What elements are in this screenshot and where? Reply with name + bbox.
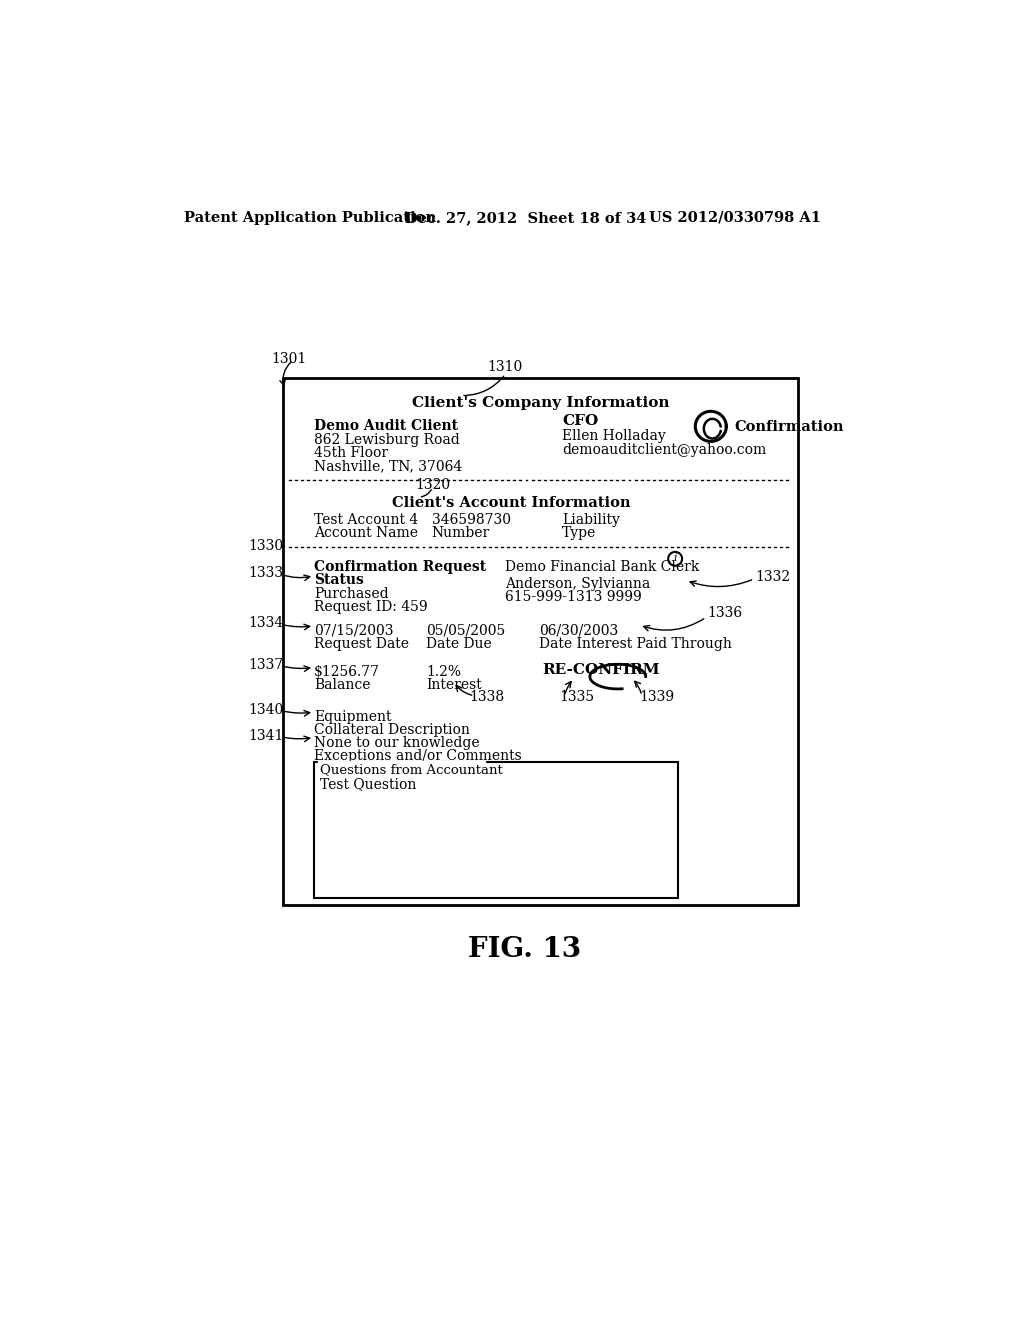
Bar: [283, 378, 799, 906]
Text: Confirmation: Confirmation: [735, 420, 845, 434]
Text: Request Date: Request Date: [314, 636, 409, 651]
Text: Exceptions and/or Comments: Exceptions and/or Comments: [314, 748, 522, 763]
Text: Equipment: Equipment: [314, 710, 391, 723]
Text: 862 Lewisburg Road: 862 Lewisburg Road: [314, 433, 460, 447]
Text: Questions from Accountant: Questions from Accountant: [321, 763, 503, 776]
Text: Ellen Holladay: Ellen Holladay: [562, 429, 666, 444]
Text: Client's Account Information: Client's Account Information: [391, 496, 630, 510]
Text: Request ID: 459: Request ID: 459: [314, 601, 428, 614]
Text: Test Account 4: Test Account 4: [314, 512, 418, 527]
Text: None to our knowledge: None to our knowledge: [314, 737, 479, 750]
Text: 1332: 1332: [756, 569, 791, 583]
Text: 1340: 1340: [248, 702, 284, 717]
Text: 1330: 1330: [248, 539, 284, 553]
Text: Balance: Balance: [314, 678, 371, 692]
Text: 1341: 1341: [248, 729, 284, 743]
Text: CFO: CFO: [562, 414, 598, 428]
Text: Patent Application Publication: Patent Application Publication: [183, 211, 436, 224]
Text: Liability: Liability: [562, 512, 620, 527]
Text: i: i: [674, 553, 677, 564]
Text: Confirmation Request: Confirmation Request: [314, 561, 486, 574]
Text: 1338: 1338: [469, 690, 504, 705]
Text: 1320: 1320: [415, 478, 451, 492]
Text: 1.2%: 1.2%: [426, 665, 462, 678]
Text: Dec. 27, 2012  Sheet 18 of 34: Dec. 27, 2012 Sheet 18 of 34: [406, 211, 647, 224]
Text: 346598730: 346598730: [432, 512, 511, 527]
Text: 1301: 1301: [271, 352, 306, 367]
Text: Status: Status: [314, 573, 364, 587]
Text: FIG. 13: FIG. 13: [468, 936, 582, 964]
Text: 1337: 1337: [248, 659, 284, 672]
Text: Account Name: Account Name: [314, 525, 418, 540]
Text: Number: Number: [432, 525, 490, 540]
Text: 1339: 1339: [640, 690, 675, 705]
Text: 1333: 1333: [248, 566, 284, 581]
Text: Client's Company Information: Client's Company Information: [412, 396, 670, 409]
Text: 1334: 1334: [248, 616, 284, 631]
Text: demoauditclient@yahoo.com: demoauditclient@yahoo.com: [562, 442, 766, 457]
Text: $1256.77: $1256.77: [314, 665, 380, 678]
Text: Demo Audit Client: Demo Audit Client: [314, 418, 458, 433]
Text: Demo Financial Bank Clerk: Demo Financial Bank Clerk: [506, 561, 699, 574]
Text: Interest: Interest: [426, 678, 482, 692]
Text: 1336: 1336: [708, 606, 742, 619]
Text: Anderson, Sylvianna: Anderson, Sylvianna: [506, 577, 650, 590]
Text: Collateral Description: Collateral Description: [314, 723, 470, 737]
Text: Test Question: Test Question: [321, 777, 417, 792]
Text: RE-CONFIRM: RE-CONFIRM: [543, 663, 660, 677]
Text: Nashville, TN, 37064: Nashville, TN, 37064: [314, 459, 462, 474]
Text: Date Interest Paid Through: Date Interest Paid Through: [539, 636, 731, 651]
Text: 615-999-1313 9999: 615-999-1313 9999: [506, 590, 642, 603]
Text: 05/05/2005: 05/05/2005: [426, 623, 506, 638]
Text: 45th Floor: 45th Floor: [314, 446, 388, 461]
Text: 07/15/2003: 07/15/2003: [314, 623, 393, 638]
Bar: [314, 762, 678, 898]
Text: US 2012/0330798 A1: US 2012/0330798 A1: [649, 211, 821, 224]
Text: Purchased: Purchased: [314, 587, 389, 602]
Text: 1335: 1335: [560, 690, 595, 705]
Text: 1310: 1310: [487, 360, 523, 374]
Text: 06/30/2003: 06/30/2003: [539, 623, 618, 638]
Text: Date Due: Date Due: [426, 636, 493, 651]
Text: Type: Type: [562, 525, 596, 540]
